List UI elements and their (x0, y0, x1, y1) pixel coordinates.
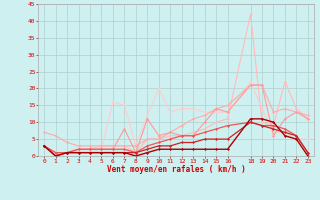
X-axis label: Vent moyen/en rafales ( km/h ): Vent moyen/en rafales ( km/h ) (107, 165, 245, 174)
